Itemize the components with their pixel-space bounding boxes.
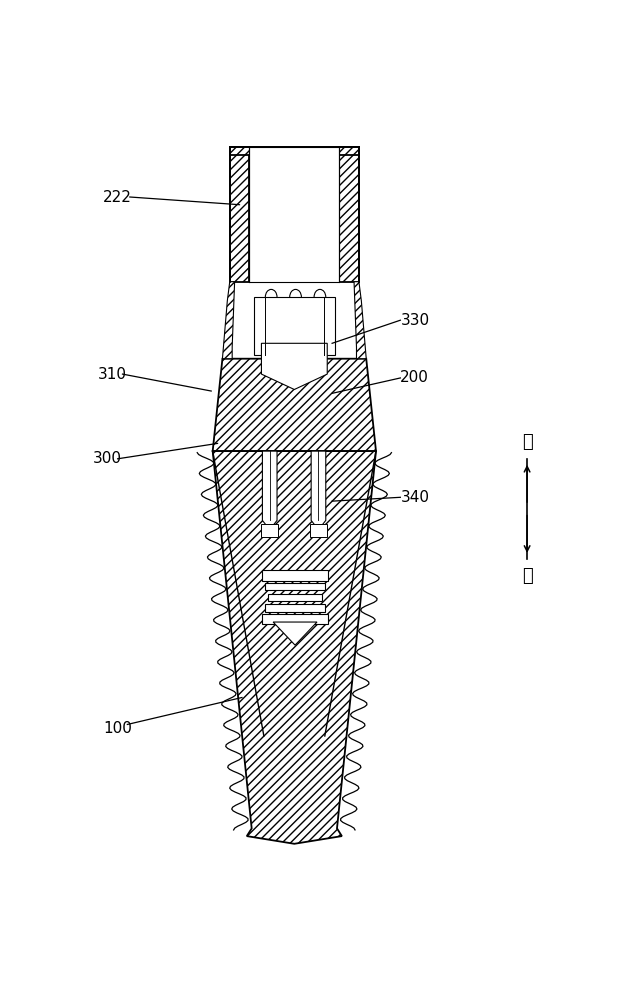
Text: 200: 200	[401, 370, 429, 385]
Polygon shape	[213, 451, 376, 844]
Polygon shape	[354, 282, 366, 359]
Polygon shape	[230, 147, 359, 155]
Text: 330: 330	[401, 313, 430, 328]
Text: 下: 下	[521, 433, 533, 451]
Polygon shape	[340, 147, 359, 282]
Text: 300: 300	[93, 451, 122, 466]
Polygon shape	[311, 451, 326, 530]
Polygon shape	[249, 147, 340, 282]
Text: 340: 340	[401, 490, 430, 505]
Text: 上: 上	[521, 567, 533, 585]
Polygon shape	[268, 594, 322, 601]
Polygon shape	[262, 614, 328, 624]
Polygon shape	[213, 359, 376, 451]
Polygon shape	[230, 147, 249, 282]
Polygon shape	[261, 524, 279, 537]
Text: 100: 100	[103, 721, 132, 736]
Polygon shape	[262, 570, 328, 581]
Polygon shape	[262, 343, 327, 389]
Polygon shape	[223, 282, 235, 359]
Polygon shape	[254, 297, 335, 355]
Text: 222: 222	[103, 190, 132, 205]
Polygon shape	[265, 604, 325, 612]
Polygon shape	[265, 583, 325, 590]
Polygon shape	[309, 524, 327, 537]
Polygon shape	[273, 622, 317, 645]
Polygon shape	[262, 451, 277, 530]
Text: 310: 310	[98, 367, 127, 382]
